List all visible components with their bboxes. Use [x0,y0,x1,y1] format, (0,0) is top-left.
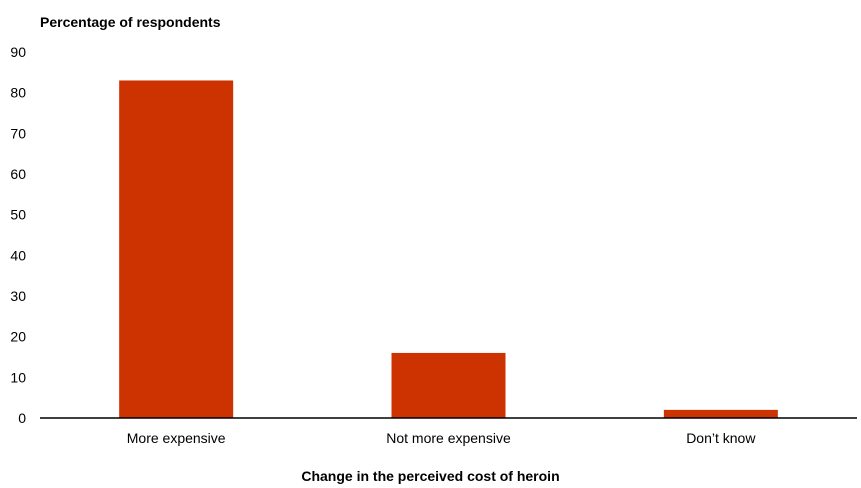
y-tick-label: 50 [10,207,26,223]
y-tick-label: 0 [18,410,26,426]
bars-group [119,80,778,418]
y-tick-label: 30 [10,288,26,304]
y-tick-label: 10 [10,369,26,385]
y-tick-label: 80 [10,85,26,101]
x-tick-label: Don’t know [686,430,756,446]
x-axis: More expensive Not more expensive Don’t kn… [127,430,757,446]
x-tick-label: Not more expensive [386,430,511,446]
bar-1 [119,80,234,418]
y-tick-label: 40 [10,247,26,263]
y-tick-label: 20 [10,329,26,345]
y-tick-label: 70 [10,125,26,141]
bar-3 [663,409,778,418]
bar-2 [391,352,506,418]
y-axis-title: Percentage of respondents [40,14,221,30]
x-tick-label: More expensive [127,430,226,446]
y-tick-label: 60 [10,166,26,182]
x-axis-title: Change in the perceived cost of heroin [301,468,560,484]
y-axis: 0 10 20 30 40 50 60 70 80 90 [10,44,26,426]
y-tick-label: 90 [10,44,26,60]
